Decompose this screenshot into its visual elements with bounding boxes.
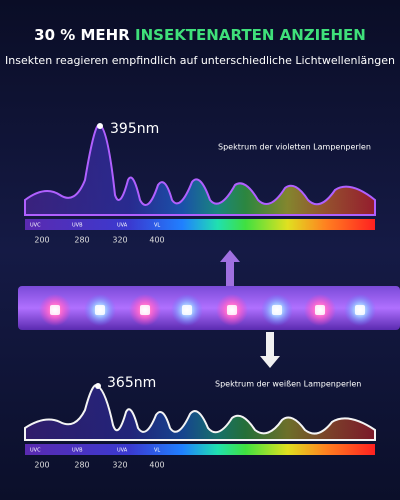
band-label: UVB (72, 223, 83, 229)
led (355, 305, 365, 315)
white-spectrum-curve (24, 384, 376, 441)
axis-label: 400 (149, 461, 164, 470)
led (50, 305, 60, 315)
title-white: 30 % MEHR (34, 26, 130, 44)
peak-label: 365nm (107, 375, 156, 391)
arrow-up (220, 250, 240, 286)
axis-label: 400 (149, 236, 164, 245)
title: 30 % MEHR INSEKTENARTEN ANZIEHEN (34, 26, 366, 44)
led (272, 305, 282, 315)
band-label: VL (154, 448, 160, 454)
spectrum-bar (25, 219, 375, 230)
band-label: UVC (30, 448, 41, 454)
title-green: INSEKTENARTEN ANZIEHEN (135, 26, 366, 44)
axis-label: 280 (74, 236, 89, 245)
led (227, 305, 237, 315)
led (182, 305, 192, 315)
axis-label: 320 (112, 461, 127, 470)
band-label: UVB (72, 448, 83, 454)
led (95, 305, 105, 315)
violet-spectrum-curve (24, 123, 376, 216)
subtitle: Insekten reagieren empfindlich auf unter… (5, 54, 395, 67)
axis-label: 200 (34, 461, 49, 470)
arrow-down (260, 332, 280, 368)
led-strip (18, 286, 400, 330)
band-label: VL (154, 223, 160, 229)
band-label: UVA (117, 223, 128, 229)
band-label: UVA (117, 448, 128, 454)
peak-label: 395nm (110, 121, 159, 137)
caption: Spektrum der weißen Lampenperlen (215, 380, 361, 389)
axis-label: 320 (112, 236, 127, 245)
led (315, 305, 325, 315)
axis-label: 200 (34, 236, 49, 245)
band-label: UVC (30, 223, 41, 229)
peak-dot (95, 383, 101, 389)
spectrum-bar (25, 444, 375, 455)
caption: Spektrum der violetten Lampenperlen (218, 143, 371, 152)
led (140, 305, 150, 315)
axis-label: 280 (74, 461, 89, 470)
peak-dot (97, 123, 103, 129)
